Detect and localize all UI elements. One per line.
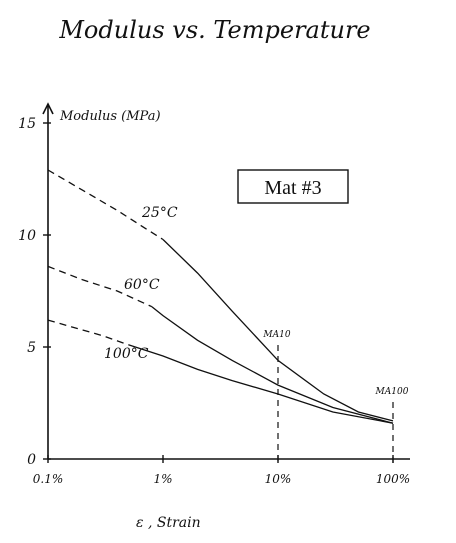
curve-solid	[162, 239, 394, 422]
reference-lines: MA10 MA100	[262, 330, 409, 463]
y-ticks: 0 5 10 15	[18, 116, 51, 468]
x-tick-label: 10%	[265, 472, 292, 486]
curve-dashed	[47, 265, 153, 308]
y-tick-label: 15	[18, 116, 36, 132]
chart-title: Modulus vs. Temperature	[58, 16, 370, 44]
material-box-label: Mat #3	[264, 177, 321, 199]
x-tick-label: 0.1%	[33, 472, 64, 486]
ref-line-label: MA100	[375, 387, 409, 397]
y-axis-label: Modulus (MPa)	[59, 109, 161, 124]
series-curves: 25°C 60°C 100°C	[47, 169, 394, 424]
curve-solid	[151, 306, 394, 424]
material-box: Mat #3	[237, 169, 349, 204]
curve-dashed	[47, 169, 164, 241]
axes	[42, 102, 410, 460]
y-axis-arrow	[42, 102, 54, 115]
y-tick-label: 0	[27, 452, 36, 468]
series-label: 100°C	[104, 346, 149, 362]
y-tick-label: 10	[18, 228, 36, 244]
x-axis-label: ε , Strain	[136, 515, 201, 531]
material-box-frame	[237, 169, 349, 204]
y-tick-label: 5	[27, 340, 36, 356]
curve-dashed	[47, 319, 129, 346]
x-tick-label: 100%	[376, 472, 410, 486]
curve-solid	[128, 344, 394, 424]
series-label: 60°C	[124, 277, 160, 293]
x-tick-label: 1%	[153, 472, 172, 486]
series-label: 25°C	[141, 205, 178, 221]
ref-line-label: MA10	[262, 330, 290, 340]
